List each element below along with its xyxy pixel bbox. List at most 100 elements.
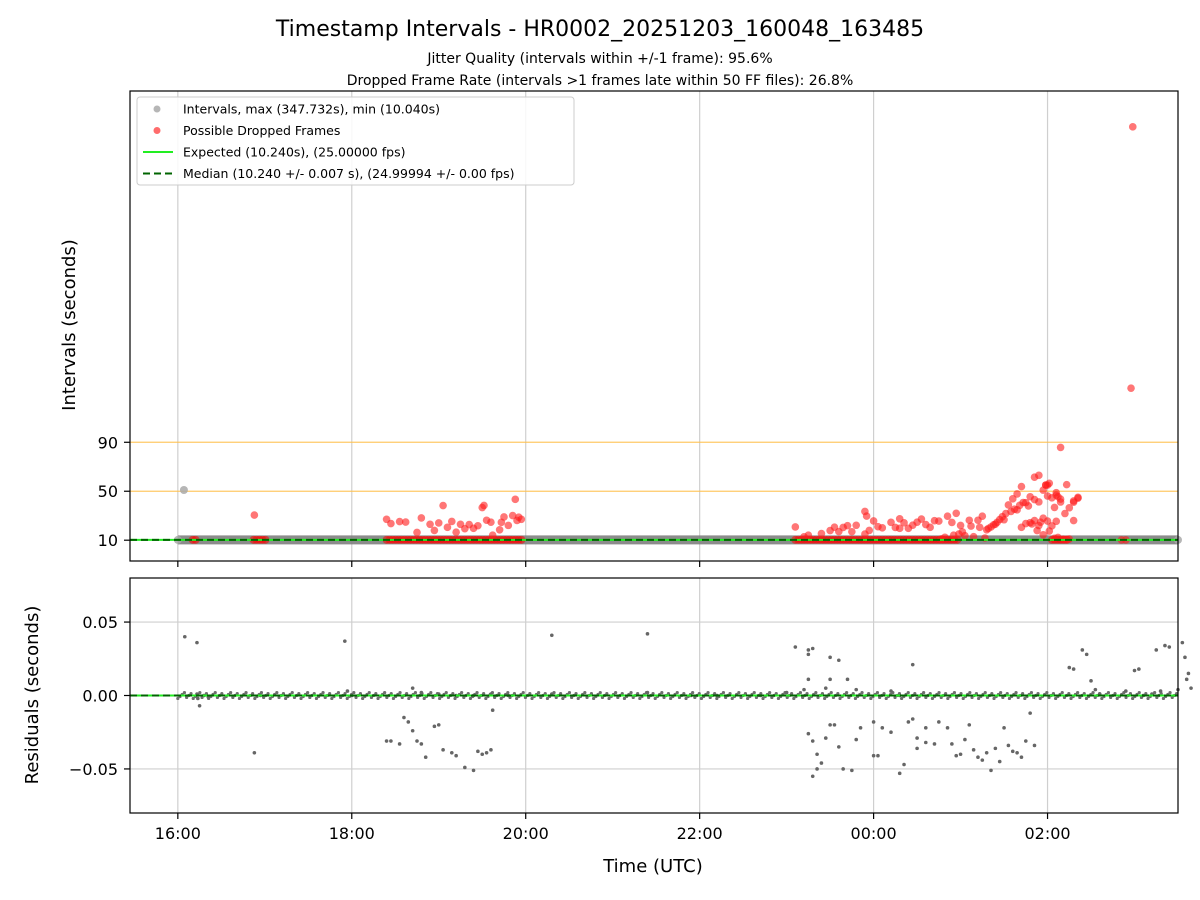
residual-band-point (1054, 696, 1058, 701)
dropped-point-66 (952, 509, 961, 518)
residual-point-53 (806, 677, 811, 682)
residual-band-point (721, 690, 726, 695)
residual-band-point (446, 695, 451, 700)
residual-point-124 (1167, 645, 1172, 649)
residual-band-point (691, 690, 695, 695)
residual-band-point (354, 695, 358, 700)
residual-point-49 (806, 648, 811, 652)
residual-band-point (768, 690, 772, 695)
residual-band-point (739, 695, 743, 700)
residual-band-point (851, 691, 855, 696)
dropped-point-129 (1050, 503, 1059, 512)
residual-band-point (699, 696, 704, 701)
residual-band-point (229, 690, 233, 695)
residual-band-point (266, 691, 270, 696)
legend-label-0: Intervals, max (347.732s), min (10.040s) (183, 102, 440, 117)
residual-point-76 (871, 720, 876, 724)
residual-band-point (631, 695, 635, 700)
residual-band-point (816, 695, 820, 700)
dropped-point-18 (474, 521, 482, 530)
residual-band-point (614, 690, 618, 695)
residual-band-point (339, 695, 343, 700)
residual-band-point (1131, 696, 1135, 701)
dropped-point-36 (817, 529, 826, 538)
residual-band-point (477, 695, 481, 700)
residual-point-57 (837, 658, 841, 663)
residual-band-point (669, 696, 673, 701)
residual-point-120 (1132, 668, 1137, 673)
residual-band-point (545, 696, 550, 701)
residual-point-89 (945, 726, 950, 730)
residual-band-point (429, 690, 433, 695)
dropped-point-58 (904, 524, 913, 533)
residual-band-point (915, 696, 919, 701)
residual-band-point (561, 696, 565, 701)
dropped-point-24 (495, 525, 504, 534)
dropped-point-79 (1008, 495, 1017, 503)
residual-band-point (328, 691, 332, 696)
top-y-tick-label-90: 90 (98, 433, 118, 452)
residual-band-point (636, 691, 640, 696)
residual-point-51 (810, 646, 815, 651)
residual-band-point (605, 691, 609, 696)
residual-band-point (352, 690, 356, 695)
residual-point-127 (1186, 671, 1191, 676)
residual-band-point (785, 695, 789, 700)
dropped-point-133 (1065, 503, 1074, 512)
residual-band-point (244, 690, 248, 695)
residual-band-point (798, 690, 803, 695)
residual-point-116 (1084, 652, 1089, 657)
residual-band-point (222, 696, 226, 701)
residual-point-21 (432, 724, 437, 729)
residual-point-71 (850, 768, 854, 773)
residual-band-point (647, 695, 651, 700)
residual-band-point (559, 691, 563, 696)
residual-point-40 (550, 633, 554, 638)
residual-band-point (922, 690, 926, 695)
residual-point-73 (858, 726, 863, 730)
residual-point-22 (436, 723, 441, 727)
residual-band-point (422, 696, 426, 701)
dropped-point-146 (1069, 498, 1078, 507)
residual-point-63 (810, 774, 815, 779)
residual-point-92 (958, 752, 963, 757)
residual-band-point (807, 696, 811, 701)
residual-point-97 (980, 758, 985, 762)
residual-band-point (385, 695, 389, 700)
residual-point-33 (410, 686, 415, 690)
dropped-point-49 (895, 524, 904, 533)
residual-point-123 (1163, 643, 1167, 648)
dropped-point-23 (488, 531, 497, 539)
residual-band-point (992, 696, 996, 701)
residual-point-115 (1080, 648, 1085, 652)
residual-band-point (939, 695, 943, 700)
dropped-point-26 (500, 513, 508, 521)
residual-band-point (862, 695, 866, 700)
residual-band-point (1038, 696, 1042, 701)
residual-band-point (246, 695, 250, 700)
residual-band-point (259, 690, 264, 695)
residual-band-point (405, 691, 409, 696)
residual-band-point (299, 696, 303, 701)
residual-point-82 (910, 717, 915, 721)
residual-band-point (697, 691, 701, 696)
residual-point-86 (923, 726, 928, 730)
dropped-point-124 (1035, 498, 1043, 506)
residual-band-point (900, 696, 904, 701)
x-tick-label-1: 18:00 (329, 824, 375, 843)
residual-band-point (189, 691, 193, 696)
dropped-point-9 (434, 519, 443, 527)
residual-band-point (262, 695, 266, 700)
residual-band-point (620, 691, 624, 696)
residual-point-17 (410, 728, 415, 733)
residual-band-point (952, 690, 957, 695)
x-tick-label-5: 02:00 (1024, 824, 1070, 843)
residual-band-point (530, 696, 534, 701)
residual-band-point (715, 696, 719, 701)
residual-band-point (682, 691, 686, 696)
residual-band-point (629, 690, 633, 695)
chart-title: Timestamp Intervals - HR0002_20251203_16… (275, 17, 924, 42)
dropped-point-12 (447, 517, 456, 526)
residual-band-point (1051, 691, 1056, 696)
residual-band-point (930, 696, 935, 701)
